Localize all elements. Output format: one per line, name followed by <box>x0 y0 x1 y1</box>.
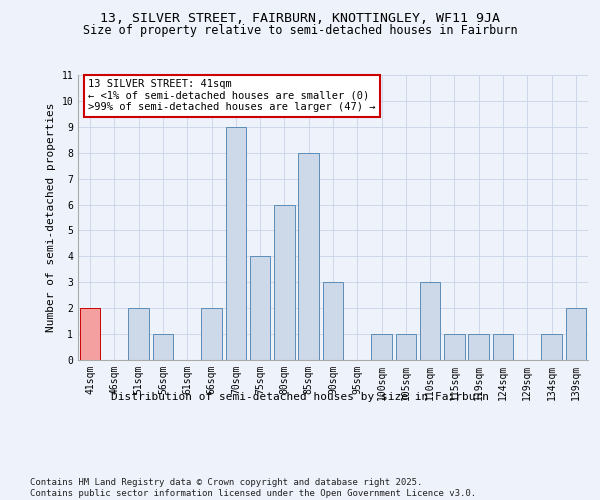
Bar <box>444 334 465 360</box>
Text: Distribution of semi-detached houses by size in Fairburn: Distribution of semi-detached houses by … <box>111 392 489 402</box>
Text: Contains HM Land Registry data © Crown copyright and database right 2025.
Contai: Contains HM Land Registry data © Crown c… <box>30 478 476 498</box>
Bar <box>493 334 514 360</box>
Bar <box>298 152 319 360</box>
Bar <box>226 127 246 360</box>
Bar <box>541 334 562 360</box>
Bar <box>469 334 489 360</box>
Text: 13 SILVER STREET: 41sqm
← <1% of semi-detached houses are smaller (0)
>99% of se: 13 SILVER STREET: 41sqm ← <1% of semi-de… <box>88 80 376 112</box>
Bar <box>80 308 100 360</box>
Bar <box>152 334 173 360</box>
Text: 13, SILVER STREET, FAIRBURN, KNOTTINGLEY, WF11 9JA: 13, SILVER STREET, FAIRBURN, KNOTTINGLEY… <box>100 12 500 26</box>
Bar <box>371 334 392 360</box>
Bar <box>201 308 222 360</box>
Text: Size of property relative to semi-detached houses in Fairburn: Size of property relative to semi-detach… <box>83 24 517 37</box>
Bar <box>395 334 416 360</box>
Bar <box>128 308 149 360</box>
Bar <box>274 204 295 360</box>
Bar <box>566 308 586 360</box>
Y-axis label: Number of semi-detached properties: Number of semi-detached properties <box>46 103 56 332</box>
Bar <box>323 282 343 360</box>
Bar <box>420 282 440 360</box>
Bar <box>250 256 271 360</box>
